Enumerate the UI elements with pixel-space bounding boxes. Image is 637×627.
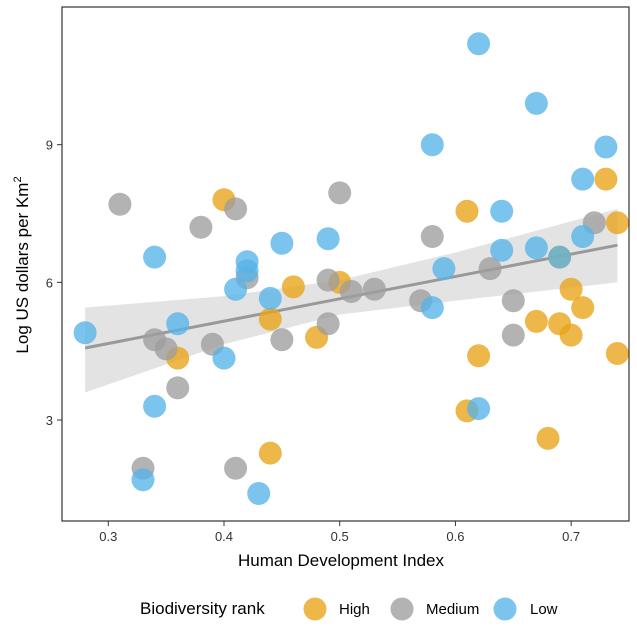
data-point-low [524,236,548,260]
data-point-medium [362,277,386,301]
x-tick-label: 0.4 [215,529,233,544]
x-tick-label: 0.3 [99,529,117,544]
data-point-high [467,344,491,368]
data-point-low [166,312,190,336]
legend-title: Biodiversity rank [140,599,265,618]
data-point-low [73,321,97,345]
data-point-low [270,231,294,255]
data-point-medium [501,289,525,313]
data-point-low [420,133,444,157]
data-point-high [571,296,595,320]
data-point-medium [189,215,213,239]
data-point-low [235,259,259,283]
axes-layer: 0.3 0.4 0.5 0.6 0.7 3 6 9 [46,6,630,544]
data-point-medium [270,328,294,352]
data-point-high [559,323,583,347]
data-point-low [258,286,282,310]
data-point-high [258,441,282,465]
data-point-medium [328,181,352,205]
data-point-medium [166,376,190,400]
data-point-low [247,482,271,505]
y-tick-label: 6 [46,275,53,290]
y-tick-label: 9 [46,138,53,153]
data-point-high [559,277,583,301]
data-point-low [467,397,491,421]
legend-key-low [493,597,517,621]
x-tick-label: 0.5 [331,529,349,544]
y-axis-label: Log US dollars per Km2 [12,176,32,353]
data-point-medium [224,197,248,221]
data-point-medium [339,280,363,303]
data-point-medium [478,257,502,281]
data-point-low [131,468,155,492]
data-point-low [594,135,618,159]
data-point-low [467,32,491,56]
legend-key-high [303,597,327,621]
y-tick-label: 3 [46,413,53,428]
data-point-low [524,91,548,115]
data-point-high [536,426,560,450]
data-point-low [432,257,456,281]
data-point-medium [420,225,444,248]
data-point-high [258,307,282,331]
data-point-high [455,199,479,223]
legend-label-high: High [339,601,370,618]
data-point-low [316,227,340,251]
data-point-medium [316,268,340,292]
data-point-medium [154,337,178,361]
data-point-low [212,346,236,370]
data-point-low [548,245,572,269]
data-point-high [605,342,629,365]
data-point-high [281,275,305,299]
data-point-high [594,167,618,191]
data-point-low [490,238,514,262]
legend-label-low: Low [530,601,558,618]
legend: Biodiversity rank High Medium Low [140,597,558,621]
data-point-low [490,199,514,223]
data-point-medium [108,192,132,216]
data-point-low [571,167,595,191]
x-tick-label: 0.6 [446,529,464,544]
legend-label-medium: Medium [426,601,479,618]
data-point-low [571,225,595,248]
x-axis-label: Human Development Index [238,551,445,570]
data-point-medium [224,456,248,480]
data-point-low [224,277,248,301]
y-axis-label-main: Log US dollars per Km [13,183,32,354]
plot-border [61,6,630,522]
y-axis-label-superscript: 2 [12,176,24,182]
data-point-low [420,296,444,320]
data-point-low [143,245,167,269]
data-point-high [605,211,629,235]
data-point-medium [316,312,340,336]
x-tick-label: 0.7 [562,529,580,544]
data-points-layer [73,32,629,505]
data-point-low [143,394,167,418]
legend-key-medium [390,597,414,621]
data-point-medium [501,323,525,347]
data-point-high [524,309,548,333]
